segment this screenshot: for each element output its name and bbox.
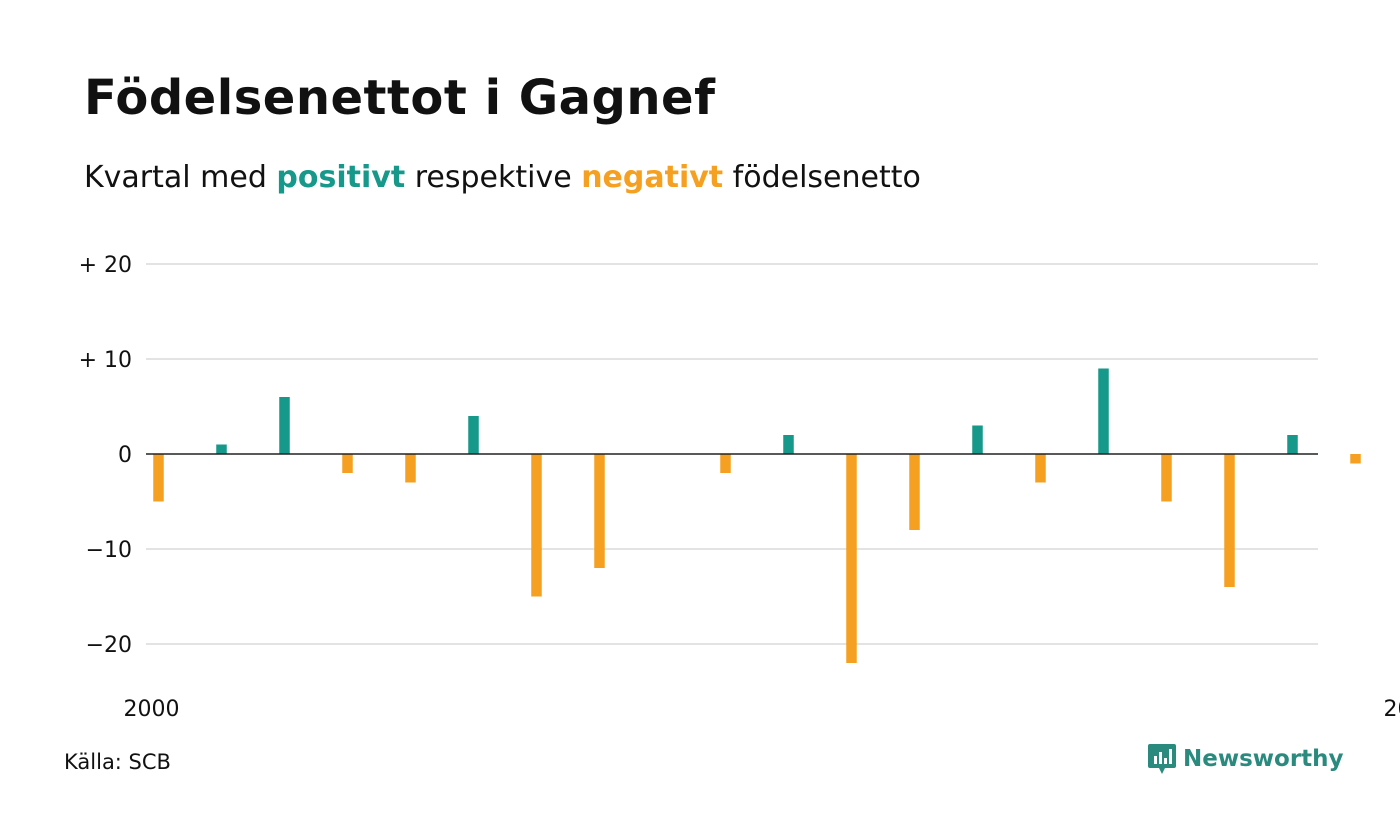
bar-negative [1224,454,1235,587]
chart-title: Födelsenettot i Gagnef [84,70,716,126]
subtitle-prefix: Kvartal med [84,160,277,195]
y-tick-label: + 20 [79,253,132,278]
bar-positive [972,425,983,454]
y-tick-label: + 10 [79,348,132,373]
chart-subtitle: Kvartal med positivt respektive negativt… [84,160,921,196]
bar-positive [279,397,290,454]
subtitle-negative-word: negativt [581,160,724,195]
y-tick-label: 0 [118,443,132,468]
y-tick-label: −10 [86,538,132,563]
bar-negative [1161,454,1172,502]
subtitle-middle: respektive [405,160,582,195]
brand-logo: Newsworthy [1147,742,1344,776]
bar-negative [1035,454,1046,483]
bar-negative [405,454,416,483]
bar-positive [783,435,794,454]
y-tick-label: −20 [86,633,132,658]
bar-positive [468,416,479,454]
bar-positive [1287,435,1298,454]
bar-negative [153,454,164,502]
brand-name: Newsworthy [1183,746,1344,772]
source-note: Källa: SCB [64,750,171,774]
newsworthy-logo-icon [1148,744,1176,774]
bar-negative [594,454,605,568]
x-tick-label: 2005 [1384,697,1400,722]
bar-positive [1098,368,1109,454]
subtitle-positive-word: positivt [276,160,406,195]
bar-negative [909,454,920,530]
bar-negative [1350,454,1361,464]
x-tick-label: 2000 [124,697,180,722]
bar-positive [216,444,227,454]
subtitle-suffix: födelsenetto [723,160,921,195]
bar-negative [342,454,353,473]
bar-negative [531,454,542,597]
bar-negative [846,454,857,663]
bar-negative [720,454,731,473]
